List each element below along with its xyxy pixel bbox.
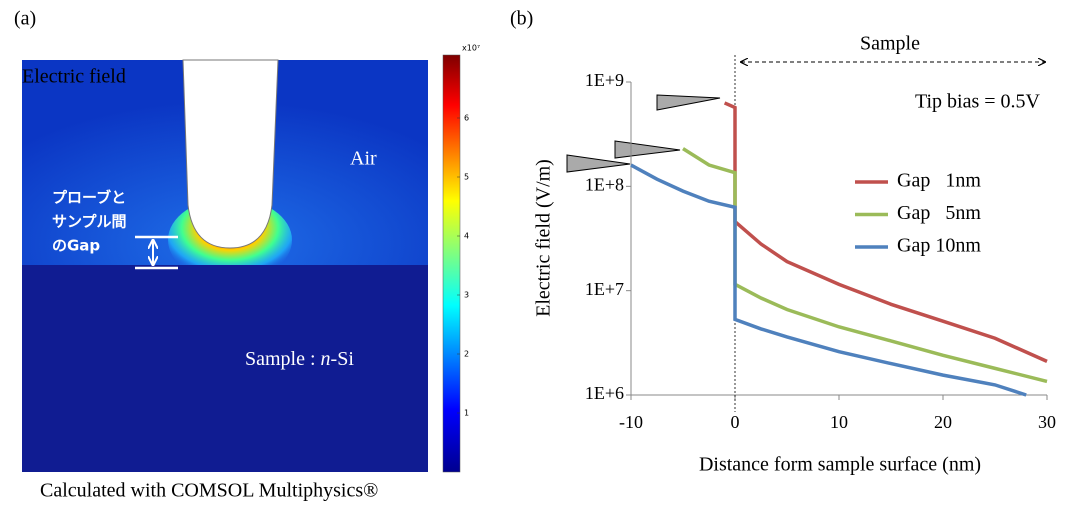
gap-label: サンプル間 [52, 213, 127, 231]
x-tick-label: 20 [934, 412, 952, 432]
air-label: Air [350, 148, 377, 170]
panel-label: (b) [510, 8, 533, 30]
sample-label: Sample : n-Si [245, 348, 354, 370]
series-line [723, 101, 1048, 363]
colorbar-multiplier: x10⁷ [462, 44, 480, 53]
annotation: Tip bias = 0.5V [915, 91, 1041, 113]
y-axis-label: Electric field (V/m) [533, 159, 555, 317]
x-tick-label: 0 [731, 412, 740, 432]
sample-label-text: Sample : [245, 348, 321, 370]
tip-icon [566, 154, 631, 173]
tip-icon [656, 94, 721, 111]
gap-label: プローブと [52, 189, 126, 207]
legend-label: Gap 5nm [897, 202, 981, 224]
y-tick-label: 1E+7 [585, 279, 624, 299]
series-line [630, 163, 1027, 397]
colorbar-tick-label: 2 [464, 350, 469, 359]
legend-label: Gap 1nm [897, 170, 981, 192]
x-axis-label: Distance form sample surface (nm) [699, 454, 981, 476]
colorbar-tick-label: 5 [464, 173, 469, 182]
x-tick-label: 30 [1038, 412, 1056, 432]
legend-label: Gap 10nm [897, 235, 981, 257]
probe-tip [182, 59, 279, 249]
region-label: Sample [860, 33, 920, 55]
colorbar-tick-label: 1 [464, 409, 469, 418]
colorbar-tick-label: 3 [464, 291, 469, 300]
x-tick-label: 10 [830, 412, 848, 432]
sample-label-text: -Si [331, 348, 355, 370]
y-tick-label: 1E+6 [585, 383, 624, 403]
colorbar-tick-label: 4 [464, 232, 469, 241]
substrate [22, 265, 428, 472]
colorbar [442, 54, 461, 473]
y-tick-label: 1E+9 [585, 70, 624, 90]
series-line [682, 147, 1048, 384]
tip-icon [614, 140, 681, 159]
colorbar-tick-label: 6 [464, 114, 469, 123]
x-tick-label: -10 [619, 412, 643, 432]
field-label: Electric field [22, 66, 126, 88]
panel-label: (a) [14, 8, 36, 30]
sample-label-italic: n [321, 348, 331, 370]
caption: Calculated with COMSOL Multiphysics® [40, 480, 378, 502]
gap-label: のGap [52, 237, 100, 255]
y-tick-label: 1E+8 [585, 174, 624, 194]
